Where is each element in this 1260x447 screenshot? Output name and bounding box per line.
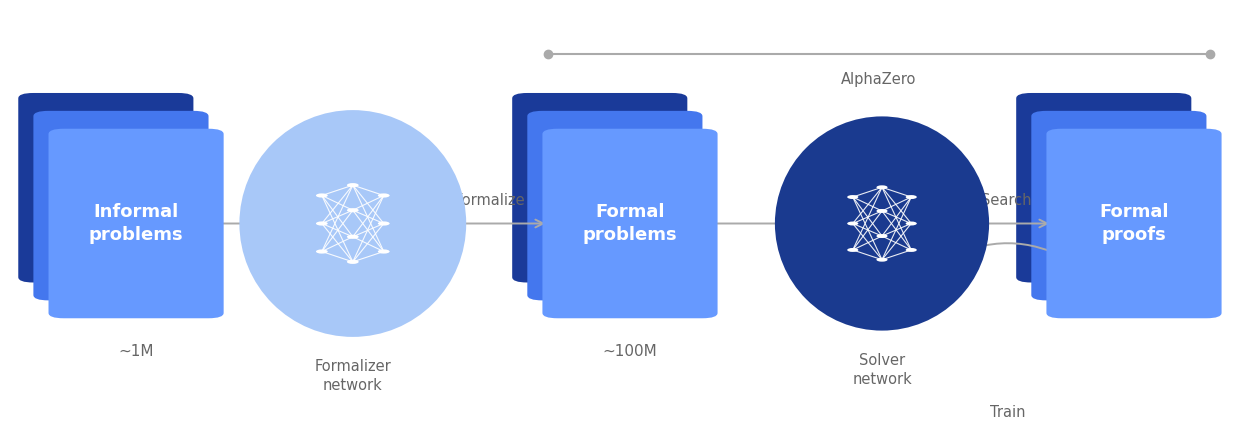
Circle shape: [378, 194, 389, 198]
FancyBboxPatch shape: [527, 111, 703, 300]
FancyBboxPatch shape: [33, 111, 209, 300]
Circle shape: [316, 221, 328, 226]
Circle shape: [346, 208, 359, 212]
Circle shape: [906, 195, 917, 199]
Text: Formalizer
network: Formalizer network: [315, 359, 391, 393]
Text: ~1M: ~1M: [118, 344, 154, 359]
Circle shape: [847, 222, 858, 225]
FancyBboxPatch shape: [1046, 129, 1221, 318]
Circle shape: [378, 221, 389, 226]
FancyBboxPatch shape: [18, 93, 194, 283]
Circle shape: [877, 234, 887, 238]
Circle shape: [316, 249, 328, 253]
Circle shape: [877, 186, 887, 189]
Ellipse shape: [239, 110, 466, 337]
Circle shape: [877, 209, 887, 213]
Circle shape: [378, 249, 389, 253]
Text: Train: Train: [990, 405, 1026, 420]
Circle shape: [906, 222, 917, 225]
Circle shape: [847, 248, 858, 252]
Text: Formal
proofs: Formal proofs: [1099, 203, 1169, 244]
Circle shape: [346, 183, 359, 187]
Circle shape: [346, 260, 359, 264]
Circle shape: [346, 235, 359, 239]
Ellipse shape: [775, 116, 989, 331]
Text: Informal
problems: Informal problems: [88, 203, 184, 244]
FancyBboxPatch shape: [1031, 111, 1207, 300]
Text: ~100M: ~100M: [602, 344, 658, 359]
Text: AlphaZero: AlphaZero: [842, 72, 916, 87]
Circle shape: [906, 248, 917, 252]
FancyBboxPatch shape: [512, 93, 688, 283]
FancyBboxPatch shape: [1016, 93, 1191, 283]
Text: Formalize: Formalize: [454, 193, 525, 208]
Circle shape: [877, 258, 887, 261]
Text: Solver
network: Solver network: [852, 353, 912, 387]
Text: Search: Search: [980, 193, 1032, 208]
Text: Formal
problems: Formal problems: [582, 203, 678, 244]
FancyBboxPatch shape: [542, 129, 718, 318]
Circle shape: [847, 195, 858, 199]
FancyBboxPatch shape: [48, 129, 224, 318]
Circle shape: [316, 194, 328, 198]
